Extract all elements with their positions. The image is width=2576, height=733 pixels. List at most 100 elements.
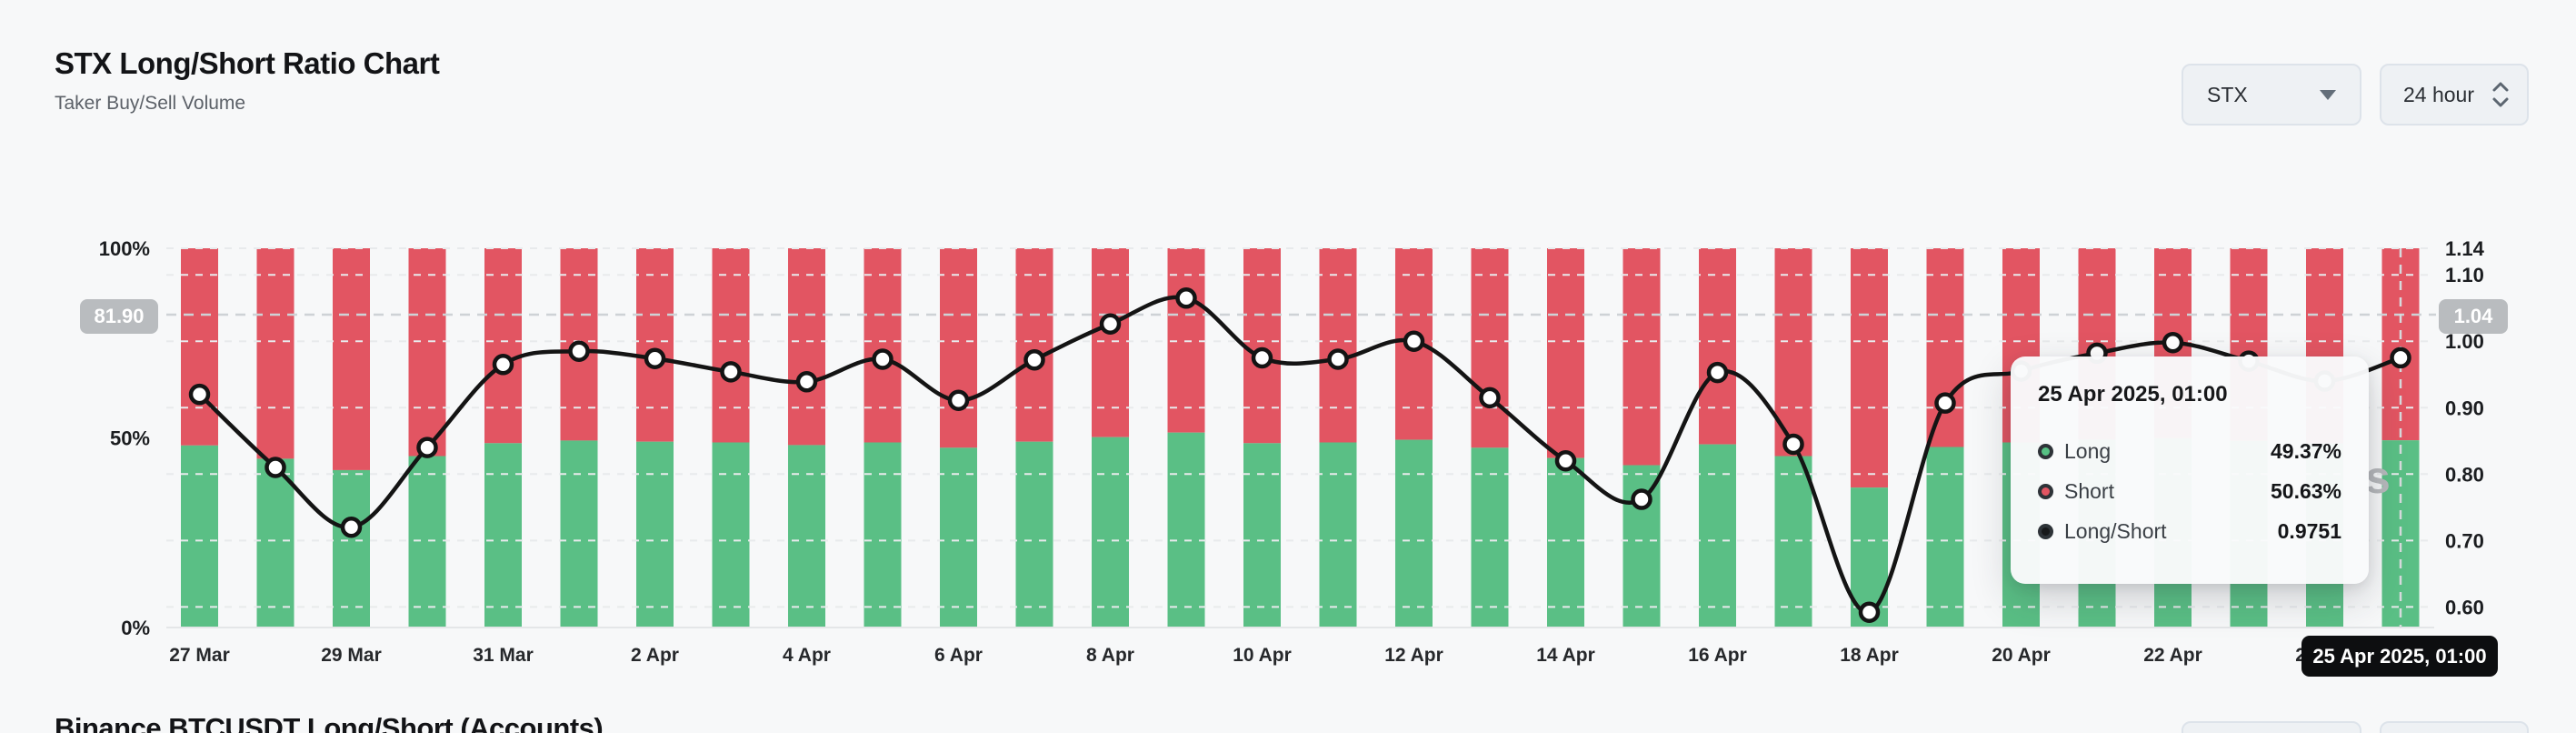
data-point-marker[interactable] [1327,348,1349,370]
bar-long[interactable] [1243,443,1281,628]
page-title: STX Long/Short Ratio Chart [55,46,440,80]
bar-long[interactable] [560,440,598,628]
next-interval-select[interactable] [2380,721,2529,733]
series-dot-icon [2038,523,2053,539]
bar-long[interactable] [712,442,750,628]
bar-short[interactable] [788,248,825,446]
bar-short[interactable] [636,248,674,442]
bar-long[interactable] [408,456,446,628]
bar-long[interactable] [181,445,218,628]
right-axis-label: 1.14 [2445,237,2485,260]
left-axis-label: 100% [99,237,150,260]
bar-short[interactable] [1547,248,1584,458]
right-axis-label: 0.70 [2445,529,2484,552]
tooltip-row: Long/Short 0.9751 [2038,511,2341,551]
tooltip-series-label: Long/Short [2064,518,2167,543]
x-axis-label: 4 Apr [783,645,831,666]
series-dot-icon [2038,483,2053,499]
data-point-marker[interactable] [644,347,666,369]
bar-short[interactable] [1926,248,1964,447]
data-point-marker[interactable] [1782,433,1804,456]
data-point-marker[interactable] [1631,488,1652,510]
data-point-marker[interactable] [1858,601,1881,623]
bar-long[interactable] [1547,457,1584,628]
bar-long[interactable] [1015,441,1053,628]
data-point-marker[interactable] [340,516,363,538]
data-point-marker[interactable] [492,354,514,376]
data-point-marker[interactable] [2390,346,2411,369]
chart-tooltip: 25 Apr 2025, 01:00 Long 49.37% Short 50.63%… [2011,356,2369,584]
right-axis-label: 0.90 [2445,397,2484,419]
tooltip-row: Short 50.63% [2038,471,2341,511]
data-point-marker[interactable] [872,348,894,370]
bar-long[interactable] [636,441,674,628]
crosshair-left-badge: 81.90 [80,299,158,334]
data-point-marker[interactable] [1934,392,1956,414]
data-point-marker[interactable] [568,340,590,362]
x-axis-label: 31 Mar [473,645,534,666]
bar-long[interactable] [1167,432,1205,628]
tooltip-date: 25 Apr 2025, 01:00 [2038,382,2228,407]
bar-short[interactable] [256,248,295,459]
data-point-marker[interactable] [1706,361,1729,384]
symbol-select[interactable]: STX [2182,64,2361,126]
chart-controls: STX 24 hour [2182,64,2529,126]
data-point-marker[interactable] [1251,346,1273,369]
interval-select[interactable]: 24 hour [2380,64,2529,126]
data-point-marker[interactable] [1023,348,1045,371]
bar-short[interactable] [940,248,977,448]
bar-short[interactable] [1015,248,1053,442]
data-point-marker[interactable] [416,437,438,458]
bar-short[interactable] [408,248,446,457]
bar-long[interactable] [1926,447,1964,628]
bar-short[interactable] [1319,248,1357,443]
bar-short[interactable] [1851,248,1888,488]
x-axis-label: 10 Apr [1233,645,1292,666]
data-point-marker[interactable] [1175,287,1197,309]
page-subtitle: Taker Buy/Sell Volume [55,93,246,114]
bar-short[interactable] [2381,248,2420,441]
bar-long[interactable] [1699,444,1736,628]
bar-short[interactable] [1622,248,1661,466]
bar-short[interactable] [181,248,218,446]
bar-long[interactable] [256,458,295,628]
bar-long[interactable] [1092,437,1129,628]
bar-short[interactable] [1471,248,1509,448]
data-point-marker[interactable] [1403,330,1425,352]
x-axis-label: 2 Apr [631,645,679,666]
data-point-marker[interactable] [2162,331,2184,354]
data-point-marker[interactable] [1479,387,1501,409]
data-point-marker[interactable] [1554,449,1577,472]
data-point-marker[interactable] [265,457,286,478]
data-point-marker[interactable] [720,361,742,383]
next-section-title: Binance BTCUSDT Long/Short (Accounts) [55,712,604,733]
x-axis-label: 6 Apr [934,645,983,666]
right-axis-label: 0.60 [2445,596,2484,618]
bar-long[interactable] [1471,447,1509,628]
next-symbol-select[interactable] [2182,721,2361,733]
bar-short[interactable] [1243,248,1281,444]
tooltip-rows: Long 49.37% Short 50.63% Long/Short 0.9751 [2038,431,2341,551]
bar-long[interactable] [1319,442,1357,628]
bar-short[interactable] [1699,248,1736,445]
bar-short[interactable] [484,248,522,444]
bar-short[interactable] [712,248,750,443]
bar-long[interactable] [484,443,522,628]
bar-long[interactable] [1774,456,1812,628]
bar-long[interactable] [333,469,370,628]
bar-long[interactable] [788,445,825,628]
watermark: s [2365,452,2391,503]
data-point-marker[interactable] [795,371,818,393]
x-axis-label: 22 Apr [2143,645,2202,666]
data-point-marker[interactable] [1099,313,1122,336]
bar-long[interactable] [1395,439,1433,628]
data-point-marker[interactable] [947,389,970,411]
bar-long[interactable] [940,447,977,628]
bar-short[interactable] [864,248,902,443]
right-axis-label: 0.80 [2445,463,2484,486]
bar-long[interactable] [864,442,902,628]
bar-short[interactable] [333,248,370,470]
bar-short[interactable] [1092,248,1129,437]
data-point-marker[interactable] [188,383,211,406]
